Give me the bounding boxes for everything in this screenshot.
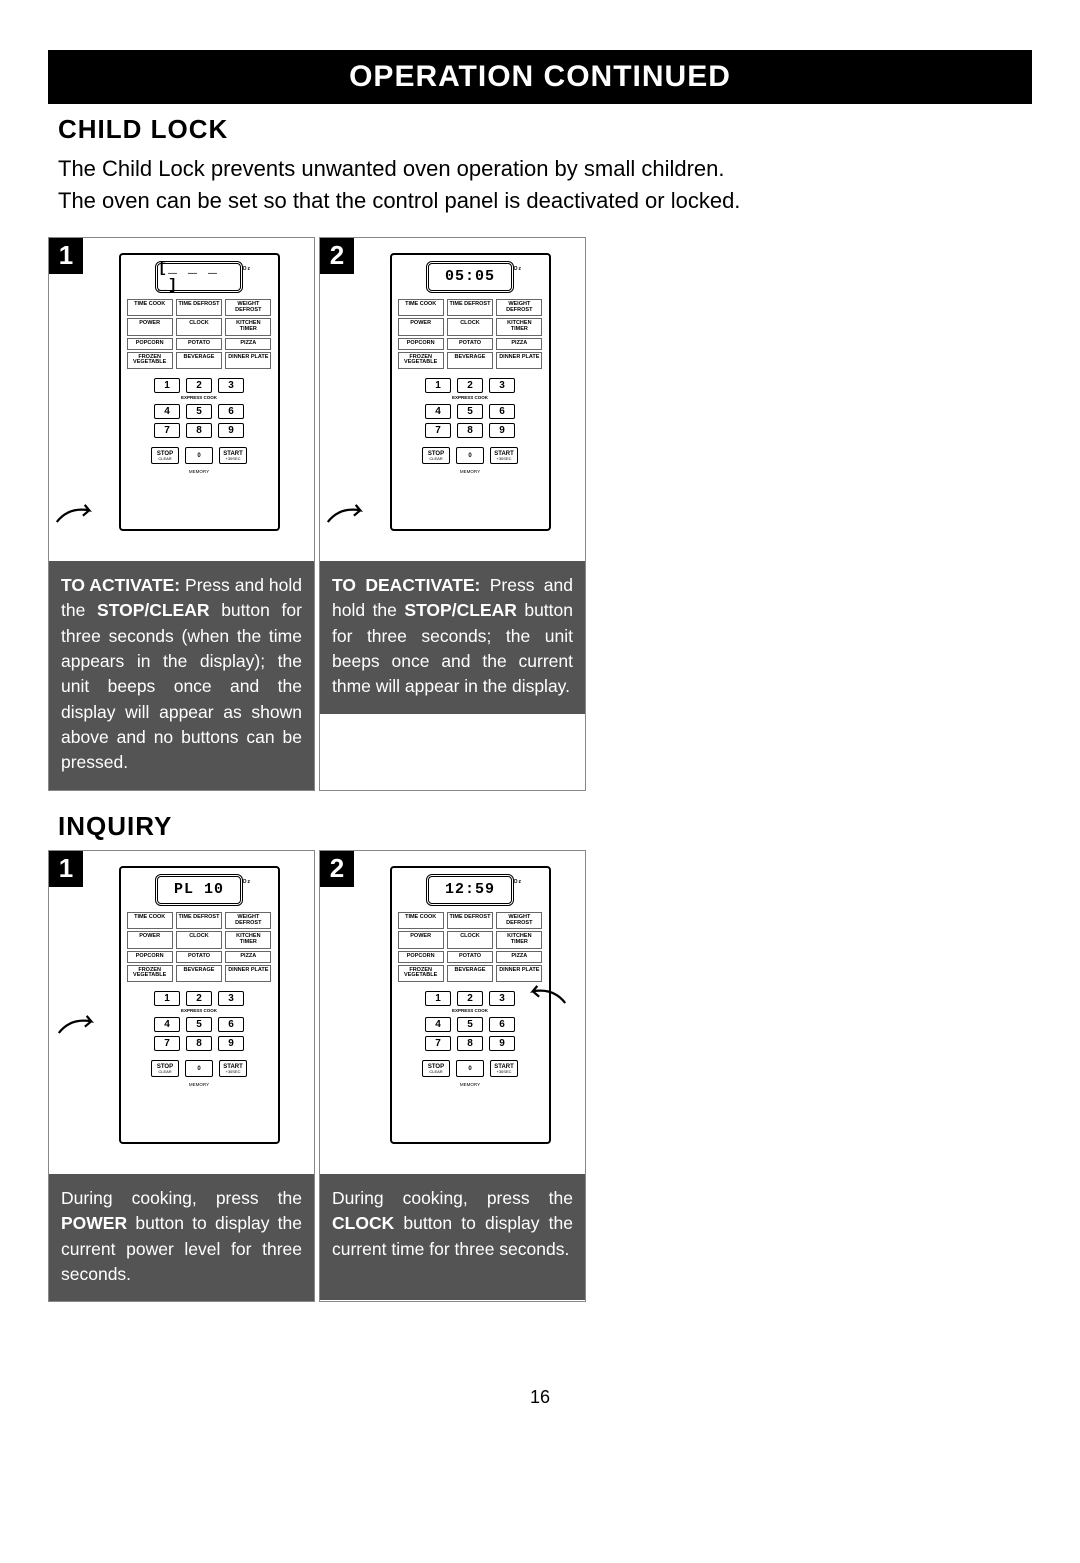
microwave-panel: [_ _ _ _]Oz TIME COOKTIME DEFROSTWEIGHT … [119,253,280,531]
step-card-2: 2 05:05Oz TIME COOKTIME DEFROSTWEIGHT DE… [319,237,586,791]
inquiry-steps: 1 PL 10Oz TIME COOKTIME DEFROSTWEIGHT DE… [48,850,1032,1303]
stop-btn: STOPCLEAR [151,447,179,464]
zero-btn: 0 [185,447,213,464]
page-number: 16 [48,1387,1032,1408]
section-title-inquiry: INQUIRY [58,811,1032,842]
step-card-2: 2 12:59Oz TIME COOKTIME DEFROSTWEIGHT DE… [319,850,586,1303]
step-diagram: 12:59Oz TIME COOKTIME DEFROSTWEIGHT DEFR… [320,851,585,1174]
step-diagram: PL 10Oz TIME COOKTIME DEFROSTWEIGHT DEFR… [49,851,314,1174]
step-diagram: 05:05Oz TIME COOKTIME DEFROSTWEIGHT DEFR… [320,238,585,561]
display-screen: PL 10Oz [155,874,243,906]
btn-popcorn: POPCORN [127,338,173,350]
numpad: 123 EXPRESS COOK 456 789 [154,378,244,438]
btn-frozenveg: FROZEN VEGETABLE [127,352,173,370]
btn-potato: POTATO [176,338,222,350]
step-caption: TO ACTIVATE: Press and hold the STOP/CLE… [49,561,314,790]
step-card-1: 1 [_ _ _ _]Oz TIME COOKTIME DEFROSTWEIGH… [48,237,315,791]
arrow-icon [326,498,371,533]
childlock-steps: 1 [_ _ _ _]Oz TIME COOKTIME DEFROSTWEIGH… [48,237,1032,791]
btn-kitchentimer: KITCHEN TIMER [225,318,271,336]
microwave-panel: 05:05Oz TIME COOKTIME DEFROSTWEIGHT DEFR… [390,253,551,531]
start-btn: START+30SEC [219,447,247,464]
btn-power: POWER [127,318,173,336]
display-screen: 05:05Oz [426,261,514,293]
arrow-icon [55,498,100,533]
arrow-icon [522,979,567,1014]
btn-weightdefrost: WEIGHT DEFROST [225,299,271,317]
btn-timecook: TIME COOK [127,299,173,317]
microwave-panel: PL 10Oz TIME COOKTIME DEFROSTWEIGHT DEFR… [119,866,280,1144]
display-screen: [_ _ _ _]Oz [155,261,243,293]
btn-beverage: BEVERAGE [176,352,222,370]
function-buttons: TIME COOKTIME DEFROSTWEIGHT DEFROST POWE… [127,299,272,369]
section-title-childlock: CHILD LOCK [58,114,1032,145]
step-diagram: [_ _ _ _]Oz TIME COOKTIME DEFROSTWEIGHT … [49,238,314,561]
btn-dinnerplate: DINNER PLATE [225,352,271,370]
arrow-icon [57,1009,102,1044]
step-caption: TO DEACTIVATE: Press and hold the STOP/C… [320,561,585,714]
control-row: STOPCLEAR 0 START+30SEC [151,447,247,464]
btn-clock: CLOCK [176,318,222,336]
step-caption: During cooking, press the POWER button t… [49,1174,314,1302]
step-caption: During cooking, press the CLOCK button t… [320,1174,585,1300]
display-screen: 12:59Oz [426,874,514,906]
step-card-1: 1 PL 10Oz TIME COOKTIME DEFROSTWEIGHT DE… [48,850,315,1303]
btn-pizza: PIZZA [225,338,271,350]
section-intro: The Child Lock prevents unwanted oven op… [58,153,1032,217]
page-header: OPERATION CONTINUED [48,50,1032,104]
btn-timedefrost: TIME DEFROST [176,299,222,317]
